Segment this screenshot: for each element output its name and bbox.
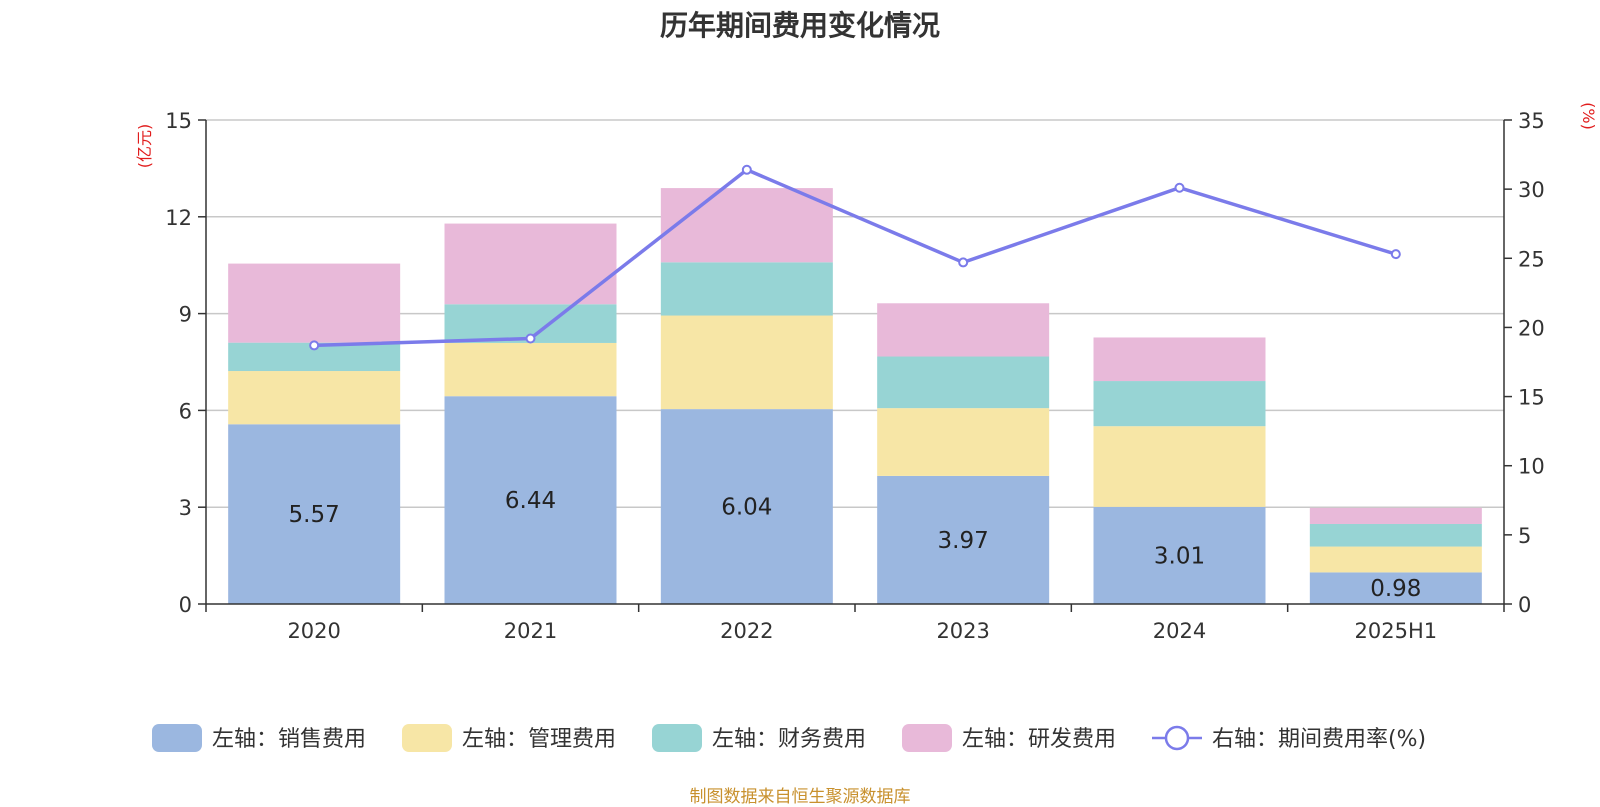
bar-segment [1309,546,1482,573]
legend-label: 左轴：财务费用 [712,727,866,752]
x-tick-label: 2021 [504,619,557,643]
line-point [1174,182,1185,193]
bar-segment [1309,572,1482,604]
bar-segment [877,303,1050,357]
right-tick-label: 0 [1518,593,1531,617]
line-point [958,257,969,268]
legend-swatch [402,724,452,752]
axes: 0 3 6 9 12 15 0 5 10 15 20 25 30 35 2020 2021 2022 2023 20… [135,102,1598,643]
bar-segment [1093,426,1266,507]
left-tick-label: 15 [165,109,192,133]
left-tick-label: 9 [179,303,192,327]
bar-segment [1093,506,1266,604]
legend-circle-swatch [1164,725,1190,751]
line-point [525,333,536,344]
x-tick-label: 2020 [287,619,340,643]
bar-segment [877,408,1050,476]
right-tick-label: 30 [1518,178,1545,202]
legend-swatch [902,724,952,752]
right-tick-label: 5 [1518,524,1531,548]
left-axis-unit: (亿元) [135,124,154,169]
bar-segment [228,424,401,604]
legend: 左轴：销售费用 左轴：管理费用 左轴：财务费用 左轴：研发费用 右轴：期间费用率(%) [152,724,1426,752]
left-tick-label: 0 [179,593,192,617]
bar-value-label: 3.97 [938,528,989,554]
line-path [314,167,1397,348]
line-point [1390,249,1401,260]
bar-series [228,188,1482,604]
x-tick-label: 2025H1 [1355,619,1438,643]
left-tick-label: 3 [179,496,192,520]
line-series [309,164,1401,351]
bar-segment [1093,381,1266,427]
bar-segment [228,263,401,343]
bar-value-label: 6.44 [505,488,556,514]
bar-segment [228,371,401,425]
legend-swatch [652,724,702,752]
bar-segment [1093,337,1266,382]
bar-segment [660,188,833,263]
x-tick-label: 2023 [936,619,989,643]
left-tick-label: 6 [179,399,192,423]
right-axis-unit: (%) [1579,102,1598,130]
right-tick-label: 20 [1518,316,1545,340]
bar-segment [660,262,833,316]
right-tick-label: 15 [1518,386,1545,410]
x-tick-label: 2024 [1153,619,1206,643]
legend-label: 左轴：研发费用 [962,727,1116,752]
bar-segment [1309,507,1482,524]
line-point [741,164,752,175]
bar-value-label: 0.98 [1370,576,1421,602]
bar-value-label: 5.57 [289,502,340,528]
bar-segment [444,342,617,397]
gridlines [206,119,1504,508]
legend-label: 右轴：期间费用率(%) [1212,727,1426,752]
chart-title: 历年期间费用变化情况 [659,9,940,42]
bar-segment [660,409,833,604]
data-labels: 5.57 6.44 6.04 3.97 3.01 0.98 [289,488,1422,602]
legend-swatch [152,724,202,752]
bar-segment [444,396,617,604]
bar-segment [877,356,1050,409]
right-tick-label: 35 [1518,109,1545,133]
bar-segment [660,315,833,410]
source-note: 制图数据来自恒生聚源数据库 [689,787,911,807]
right-tick-label: 10 [1518,455,1545,479]
x-tick-label: 2022 [720,619,773,643]
bar-segment [1309,523,1482,547]
legend-label: 左轴：销售费用 [212,727,366,752]
left-tick-label: 12 [165,206,192,230]
right-tick-label: 25 [1518,247,1545,271]
bar-value-label: 3.01 [1154,543,1205,569]
bar-segment [444,223,617,305]
line-point [309,340,320,351]
bar-value-label: 6.04 [721,495,772,521]
legend-label: 左轴：管理费用 [462,727,616,752]
bar-segment [877,475,1050,604]
